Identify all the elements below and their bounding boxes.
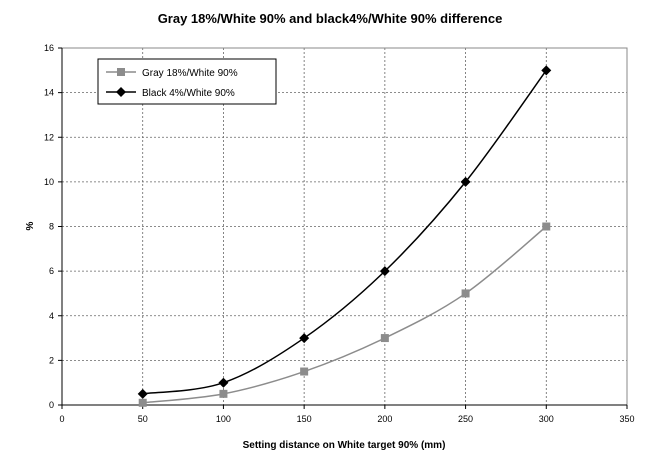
series-1 (138, 222, 551, 407)
x-tick-label: 50 (138, 414, 148, 424)
series-2 (137, 65, 552, 399)
data-point (461, 289, 470, 298)
y-tick-label: 6 (49, 266, 54, 276)
tick-labels: 0 2 4 6 8 10 12 14 16 0 50 100 150 200 250 300 350 (44, 43, 635, 424)
data-point (137, 388, 148, 399)
y-tick-label: 12 (44, 132, 54, 142)
legend-label: Black 4%/White 90% (142, 88, 235, 99)
legend-label: Gray 18%/White 90% (142, 68, 238, 79)
data-point (460, 176, 471, 187)
series-line (142, 225, 547, 404)
x-tick-label: 350 (619, 414, 634, 424)
y-tick-label: 16 (44, 43, 54, 53)
y-tick-label: 2 (49, 355, 54, 365)
y-tick-label: 0 (49, 400, 54, 410)
y-tick-label: 4 (49, 311, 54, 321)
data-point (219, 389, 228, 398)
legend: Gray 18%/White 90% Black 4%/White 90% (97, 58, 277, 105)
legend-entry: Black 4%/White 90% (106, 87, 235, 99)
x-tick-label: 0 (59, 414, 64, 424)
y-tick-label: 10 (44, 177, 54, 187)
legend-box (97, 58, 277, 105)
data-point (300, 367, 309, 376)
x-tick-label: 200 (377, 414, 392, 424)
y-tick-label: 8 (49, 222, 54, 232)
legend-marker (117, 68, 125, 76)
axes (58, 47, 628, 409)
x-axis-label: Setting distance on White target 90% (mm… (243, 440, 446, 451)
y-axis-label: % (25, 221, 36, 230)
chart-title: Gray 18%/White 90% and black4%/White 90%… (158, 11, 503, 26)
data-point (380, 334, 389, 343)
legend-marker (116, 87, 126, 97)
x-tick-label: 250 (458, 414, 473, 424)
x-tick-label: 100 (216, 414, 231, 424)
series-line (142, 69, 547, 395)
data-point (218, 377, 229, 388)
x-tick-label: 150 (297, 414, 312, 424)
data-point (542, 222, 551, 231)
series (137, 65, 552, 407)
data-point (541, 65, 552, 76)
legend-entry: Gray 18%/White 90% (106, 68, 238, 79)
grid (62, 48, 627, 405)
x-tick-label: 300 (539, 414, 554, 424)
data-point (379, 266, 390, 277)
data-point (299, 333, 310, 344)
y-tick-label: 14 (44, 88, 54, 98)
data-point (138, 398, 147, 407)
